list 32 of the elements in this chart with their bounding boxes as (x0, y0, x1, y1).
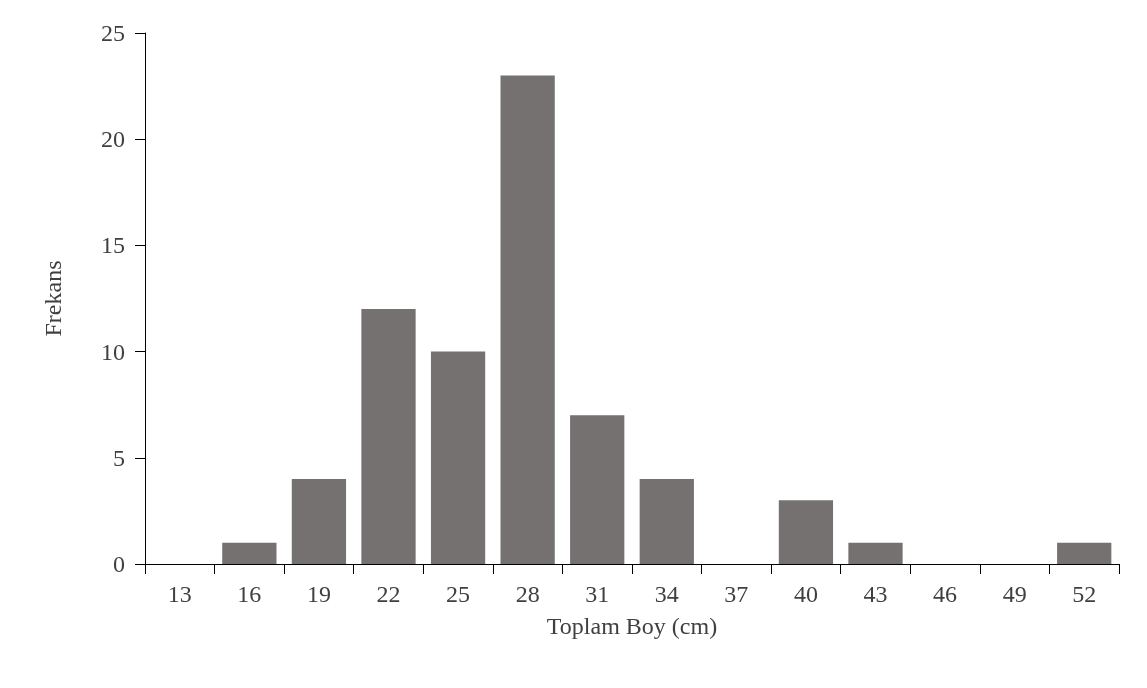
y-tick-label: 25 (101, 20, 125, 46)
bar (848, 542, 903, 564)
bar (778, 500, 834, 564)
bar (222, 542, 277, 564)
x-tick-label: 34 (654, 581, 679, 607)
x-tick-label: 19 (306, 581, 331, 607)
bar (500, 75, 555, 564)
x-tick-label: 49 (1002, 581, 1027, 607)
x-axis-title: Toplam Boy (cm) (546, 613, 718, 639)
x-tick-label: 25 (446, 581, 471, 607)
y-tick-label: 5 (113, 444, 125, 471)
x-tick-label: 16 (237, 581, 262, 607)
bar (361, 309, 416, 564)
bar (1057, 542, 1112, 564)
x-tick-label: 28 (515, 581, 540, 607)
y-axis-title: Frekans (40, 260, 66, 337)
bar (430, 351, 486, 564)
x-tick-label: 52 (1072, 581, 1097, 607)
y-tick-label: 0 (113, 551, 125, 577)
x-tick-label: 43 (863, 581, 888, 607)
bar (291, 479, 347, 564)
x-tick-label: 31 (585, 581, 610, 607)
x-tick-label: 46 (933, 581, 958, 607)
bar (570, 415, 625, 564)
x-tick-label: 22 (376, 581, 401, 607)
x-tick-label: 37 (724, 581, 749, 607)
y-tick-label: 15 (101, 232, 125, 259)
x-tick-label: 40 (793, 581, 818, 607)
y-tick-label: 10 (101, 338, 125, 365)
x-tick-label: 13 (167, 581, 192, 607)
bar (639, 479, 694, 564)
y-tick-label: 20 (101, 126, 125, 153)
